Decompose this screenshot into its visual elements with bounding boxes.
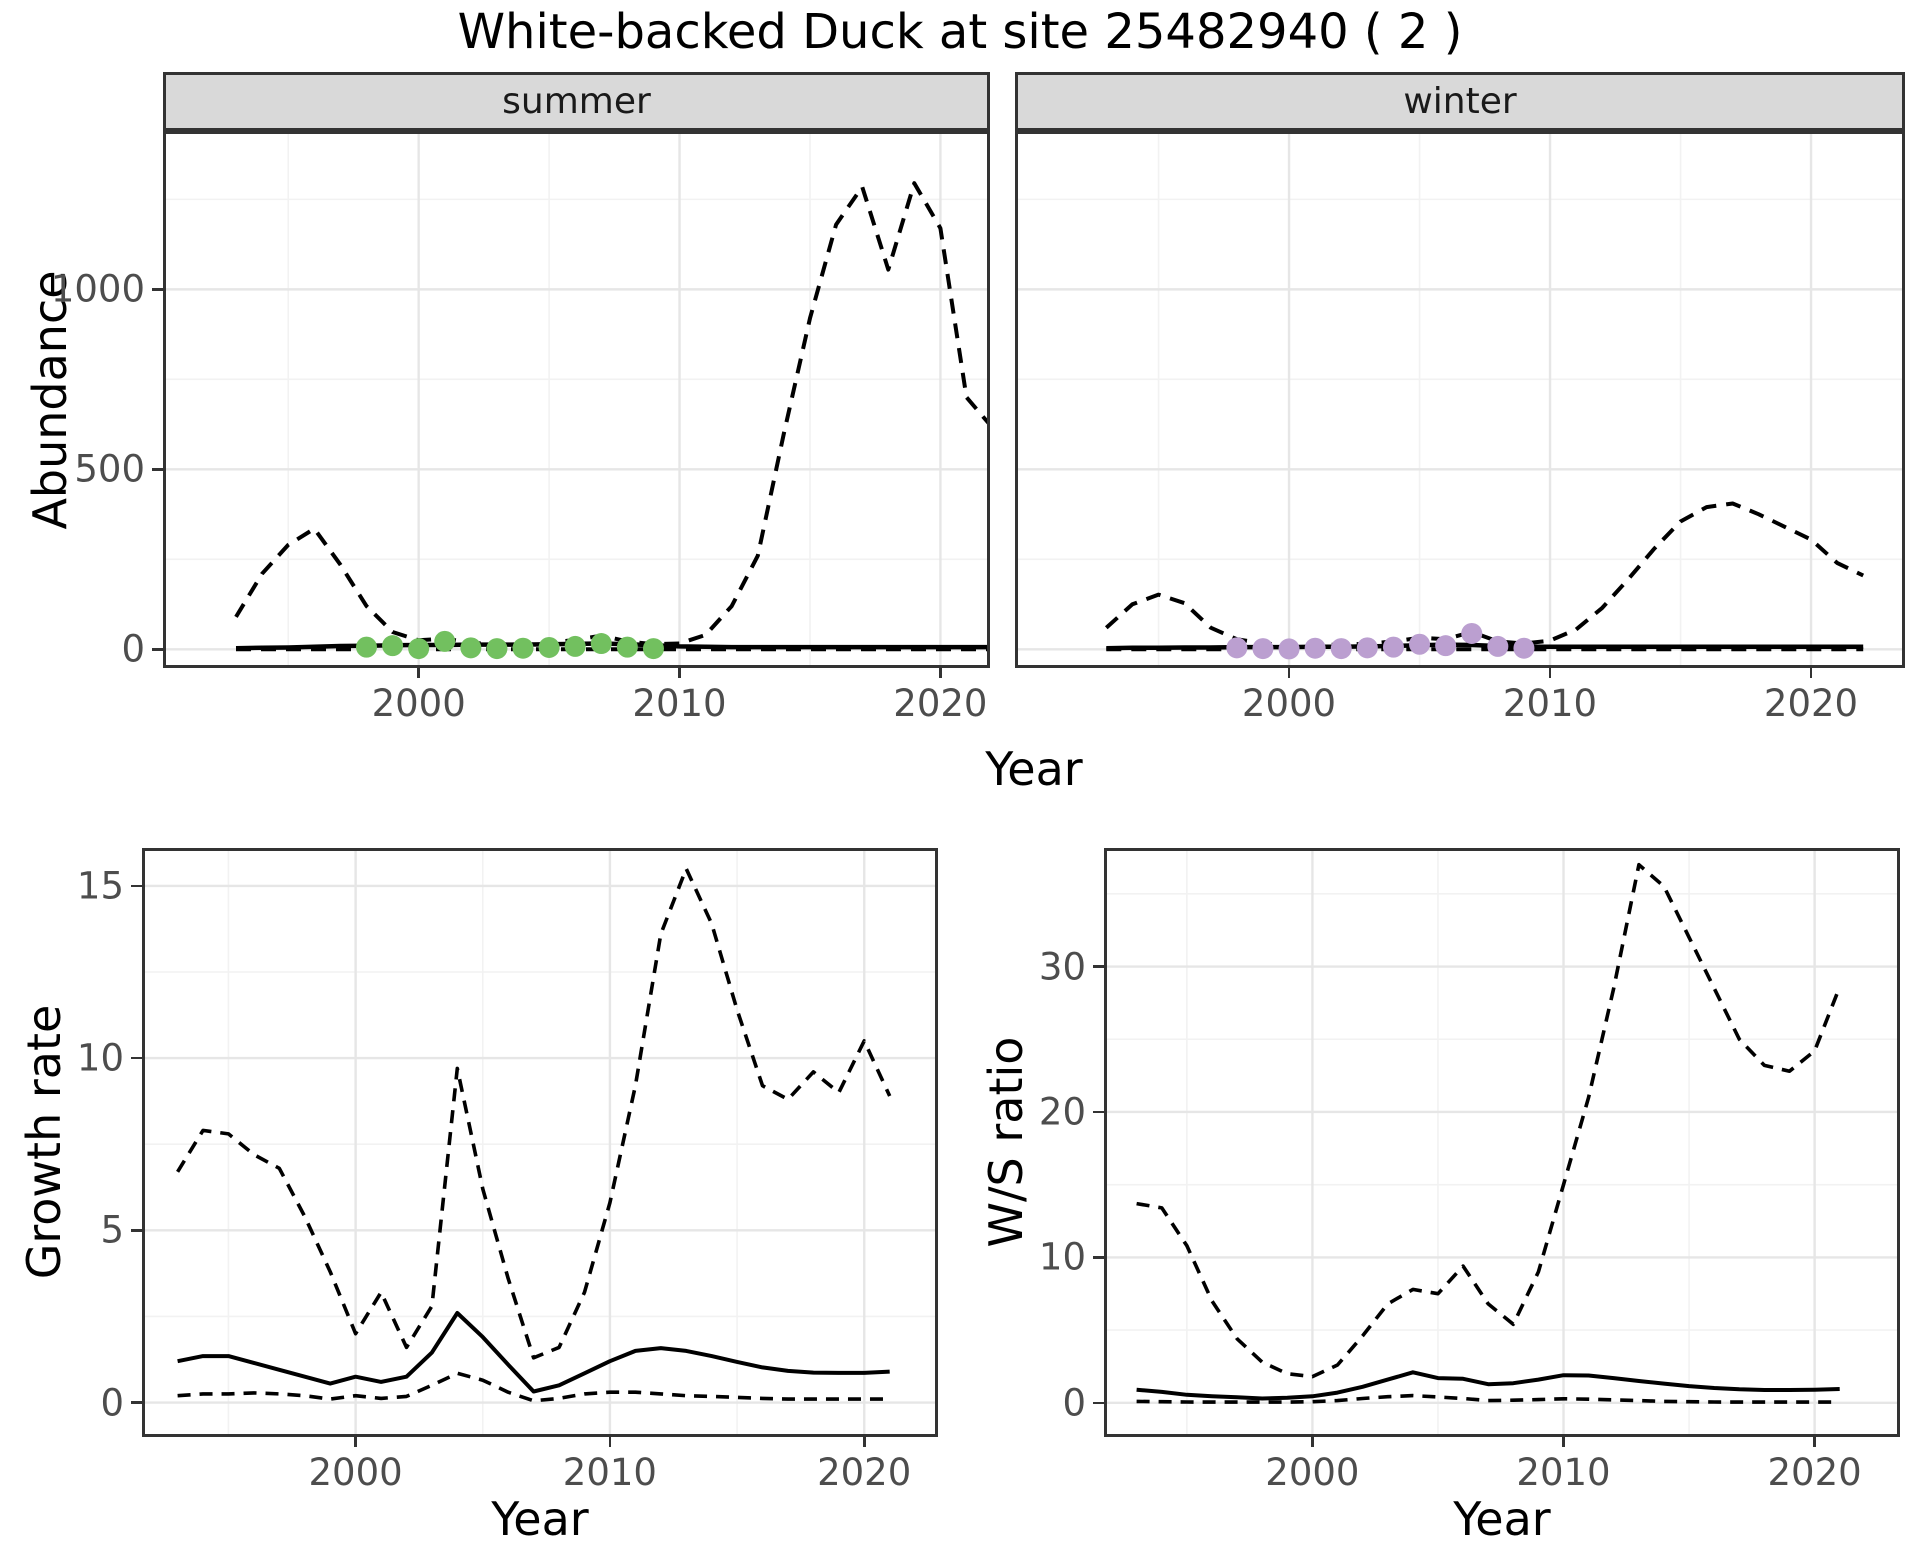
- y-tick-mark: [152, 288, 163, 291]
- x-tick-mark: [1548, 668, 1552, 678]
- data-point-summer: [382, 635, 404, 657]
- y-tick-mark: [1093, 1401, 1104, 1405]
- data-point-summer: [486, 638, 508, 660]
- x-tick-mark: [1813, 1437, 1816, 1447]
- y-tick-mark: [131, 1229, 142, 1232]
- series-abundance_winter-upper_95ci: [1104, 501, 1865, 647]
- x-tick-label: 2020: [817, 1451, 912, 1494]
- series-growth_rate-mean: [177, 1311, 890, 1394]
- x-tick-label: 2020: [1763, 682, 1859, 725]
- panel-ws-ratio: [1104, 848, 1900, 1437]
- y-tick-label: 5: [100, 1208, 124, 1252]
- x-tick-mark: [1287, 668, 1291, 678]
- data-point-summer: [590, 633, 612, 655]
- data-point-winter: [1461, 622, 1483, 644]
- x-tick-label: 2000: [308, 1451, 403, 1494]
- series-growth_rate-lower_95ci: [177, 1371, 890, 1403]
- x-tick-mark: [1562, 1437, 1565, 1447]
- y-tick-label: 0: [100, 1381, 124, 1425]
- y-tick-label: 10: [1038, 1235, 1086, 1279]
- year-axis-title-bottom-right: Year: [1453, 1492, 1551, 1546]
- y-tick-mark: [1093, 965, 1104, 968]
- x-tick-mark: [1311, 1437, 1314, 1447]
- data-point-winter: [1382, 636, 1404, 658]
- y-tick-mark: [152, 648, 163, 651]
- y-tick-label: 0: [1062, 1381, 1086, 1425]
- series-abundance_summer-upper_95ci: [234, 181, 990, 647]
- y-tick-mark: [152, 468, 163, 471]
- y-tick-label: 20: [1038, 1090, 1086, 1134]
- year-axis-title-top: Year: [985, 742, 1083, 796]
- data-point-summer: [460, 637, 482, 659]
- data-point-winter: [1304, 637, 1326, 659]
- data-point-winter: [1226, 637, 1248, 659]
- data-point-winter: [1409, 633, 1431, 655]
- y-tick-label: 500: [74, 447, 145, 491]
- panel-growth-rate: [142, 848, 938, 1437]
- data-point-summer: [616, 636, 638, 658]
- y-tick-mark: [131, 1401, 142, 1404]
- x-tick-mark: [863, 1437, 866, 1447]
- y-tick-label: 0: [121, 627, 145, 671]
- x-tick-mark: [1809, 668, 1813, 678]
- data-point-summer: [355, 636, 377, 658]
- data-point-winter: [1513, 637, 1535, 659]
- facet-strip-winter-label: winter: [1403, 81, 1517, 122]
- facet-strip-winter: winter: [1015, 72, 1905, 131]
- x-tick-label: 2010: [632, 682, 727, 725]
- data-point-winter: [1330, 638, 1352, 660]
- series-ws_ratio-lower_95ci: [1136, 1393, 1840, 1404]
- y-tick-label: 10: [76, 1036, 124, 1080]
- data-point-summer: [408, 638, 430, 660]
- x-tick-label: 2000: [1265, 1451, 1360, 1494]
- x-tick-label: 2010: [562, 1451, 657, 1494]
- data-point-summer: [642, 638, 664, 660]
- data-point-winter: [1252, 638, 1274, 660]
- data-point-winter: [1435, 635, 1457, 657]
- panel-abundance-winter: [1015, 131, 1905, 668]
- x-tick-label: 2010: [1516, 1451, 1611, 1494]
- x-tick-label: 2010: [1502, 682, 1598, 725]
- y-tick-mark: [1093, 1256, 1104, 1259]
- y-tick-label: 1000: [50, 267, 145, 311]
- x-tick-label: 2000: [1241, 682, 1337, 725]
- ws-ratio-axis-title: W/S ratio: [979, 1036, 1033, 1248]
- facet-strip-summer: summer: [163, 72, 990, 131]
- y-tick-mark: [131, 884, 142, 888]
- x-tick-label: 2020: [893, 682, 988, 725]
- data-point-winter: [1356, 637, 1378, 659]
- y-tick-mark: [131, 1056, 142, 1060]
- x-tick-mark: [608, 1437, 612, 1447]
- panel-abundance-summer: [163, 131, 990, 668]
- data-point-winter: [1278, 638, 1300, 660]
- chart-title: White-backed Duck at site 25482940 ( 2 ): [457, 4, 1463, 60]
- x-tick-mark: [939, 668, 942, 678]
- y-tick-label: 15: [76, 864, 124, 908]
- data-point-summer: [434, 630, 456, 652]
- x-tick-mark: [678, 668, 681, 678]
- data-point-summer: [512, 637, 534, 659]
- data-point-summer: [564, 635, 586, 657]
- y-tick-label: 30: [1038, 945, 1086, 988]
- facet-strip-summer-label: summer: [502, 81, 651, 122]
- series-growth_rate-upper_95ci: [176, 866, 892, 1360]
- x-tick-label: 2000: [371, 682, 466, 725]
- series-ws_ratio-mean: [1136, 1370, 1840, 1401]
- x-tick-label: 2020: [1767, 1451, 1862, 1494]
- data-point-summer: [538, 636, 560, 658]
- x-tick-mark: [354, 1437, 357, 1447]
- y-tick-mark: [1093, 1110, 1104, 1114]
- data-point-winter: [1487, 635, 1509, 657]
- series-abundance_winter-mean: [1106, 642, 1864, 651]
- year-axis-title-bottom-left: Year: [491, 1492, 589, 1546]
- x-tick-mark: [417, 668, 420, 678]
- series-ws_ratio-upper_95ci: [1136, 862, 1842, 1379]
